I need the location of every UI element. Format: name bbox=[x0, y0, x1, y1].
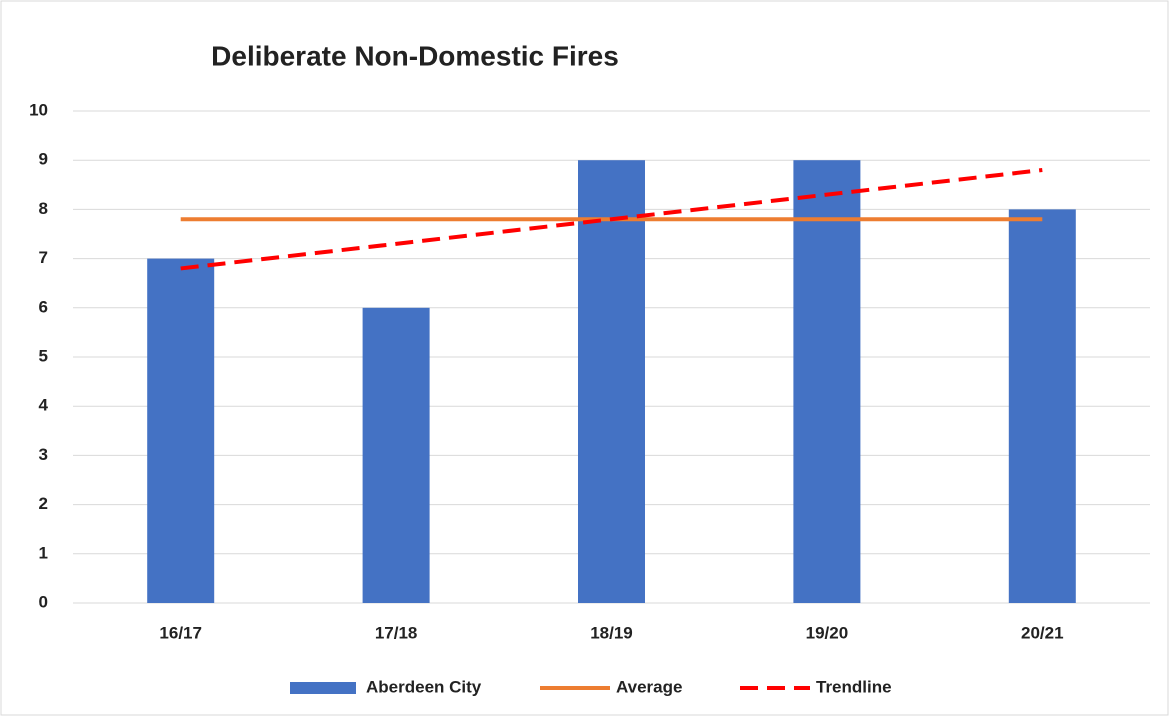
y-tick-label: 0 bbox=[39, 592, 48, 611]
x-tick-label: 20/21 bbox=[1021, 623, 1064, 642]
y-tick-label: 10 bbox=[29, 100, 48, 119]
legend-label: Trendline bbox=[816, 677, 892, 696]
bar bbox=[578, 160, 645, 603]
y-tick-label: 9 bbox=[39, 150, 48, 169]
y-tick-label: 7 bbox=[39, 248, 48, 267]
y-tick-label: 8 bbox=[39, 199, 48, 218]
y-tick-label: 2 bbox=[39, 494, 48, 513]
trendline bbox=[180, 168, 1043, 271]
legend-label: Average bbox=[616, 677, 682, 696]
bar bbox=[147, 258, 215, 603]
chart-title: Deliberate Non-Domestic Fires bbox=[211, 40, 619, 71]
y-tick-label: 6 bbox=[39, 297, 48, 316]
y-tick-label: 5 bbox=[39, 346, 48, 365]
y-tick-label: 4 bbox=[39, 396, 49, 415]
y-tick-label: 3 bbox=[39, 445, 48, 464]
legend-swatch bbox=[290, 682, 356, 694]
x-tick-label: 17/18 bbox=[375, 623, 418, 642]
y-tick-label: 1 bbox=[39, 543, 48, 562]
x-tick-label: 18/19 bbox=[590, 623, 633, 642]
x-tick-label: 16/17 bbox=[159, 623, 202, 642]
bar bbox=[362, 307, 430, 603]
bar bbox=[1008, 209, 1076, 603]
bar bbox=[793, 160, 861, 603]
x-tick-label: 19/20 bbox=[806, 623, 849, 642]
legend-label: Aberdeen City bbox=[366, 677, 482, 696]
